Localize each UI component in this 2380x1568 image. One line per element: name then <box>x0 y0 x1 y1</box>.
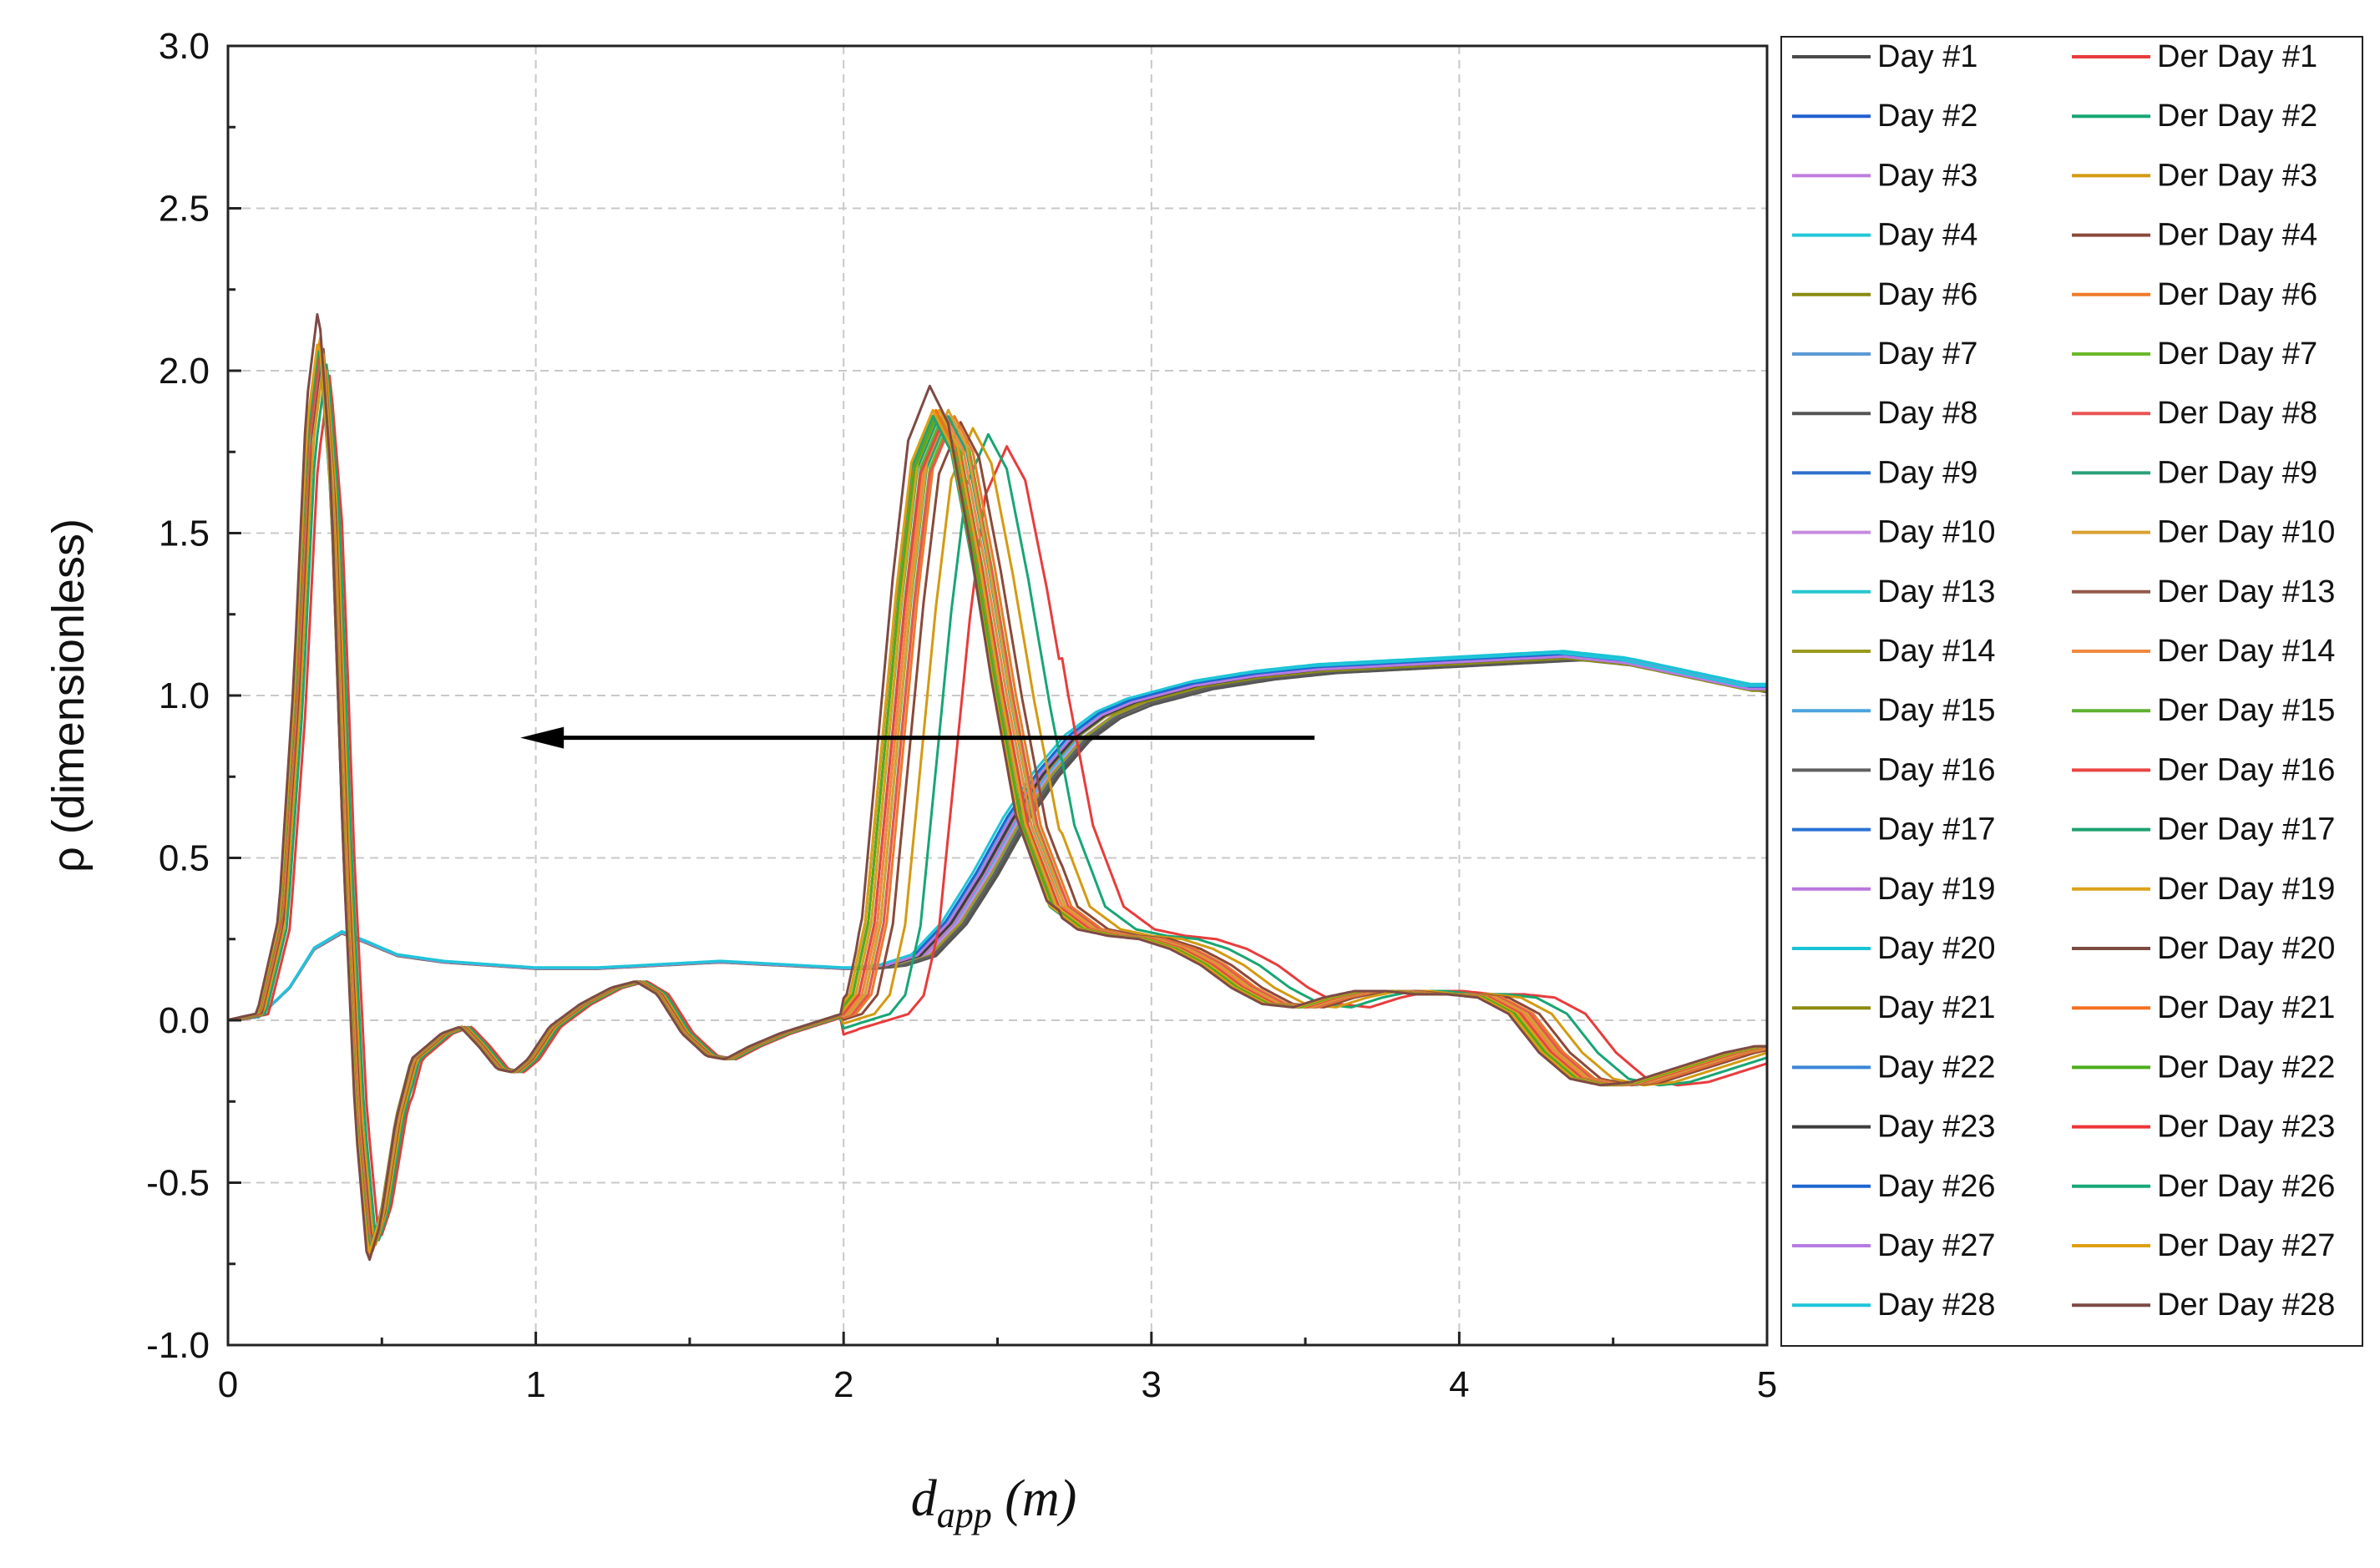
legend-label: Day #1 <box>1877 39 1977 74</box>
y-tick-label: 1.5 <box>159 513 210 554</box>
y-axis-title: ρ (dimensionless) <box>43 518 94 873</box>
y-tick-label: 2.0 <box>159 351 210 392</box>
x-tick-label: 4 <box>1449 1364 1469 1405</box>
x-tick-label: 5 <box>1757 1364 1777 1405</box>
legend-label: Day #20 <box>1877 931 1996 966</box>
legend-label: Day #22 <box>1877 1050 1996 1085</box>
grid-lines <box>228 46 1767 1345</box>
legend-label: Der Day #22 <box>2157 1050 2335 1085</box>
legend-label: Der Day #2 <box>2157 99 2317 134</box>
arrow-annotation <box>520 726 1315 749</box>
legend-label: Day #23 <box>1877 1110 1996 1145</box>
legend-label: Day #28 <box>1877 1287 1996 1323</box>
series-line <box>228 651 1767 1022</box>
x-tick-label: 0 <box>218 1364 238 1405</box>
legend-label: Der Day #19 <box>2157 872 2335 907</box>
legend-label: Day #15 <box>1877 693 1996 728</box>
legend-label: Day #27 <box>1877 1228 1996 1263</box>
y-tick-label: 2.5 <box>159 189 210 230</box>
series-line <box>228 313 1767 1262</box>
x-tick-label: 1 <box>525 1364 545 1405</box>
axes: 0 1 2 3 4 5 -1.0 -0.5 0.0 0.5 1.0 1.5 2.0 2.5 3.0 <box>146 26 1777 1405</box>
legend-label: Der Day #6 <box>2157 277 2317 312</box>
x-axis-title-unit: (m) <box>992 1470 1077 1527</box>
legend-label: Der Day #14 <box>2157 634 2335 669</box>
legend-label: Day #13 <box>1877 574 1996 609</box>
legend-label: Day #4 <box>1877 218 1977 253</box>
plot-series <box>228 313 1767 1262</box>
legend-label: Der Day #20 <box>2157 931 2335 966</box>
legend-label: Day #6 <box>1877 277 1977 312</box>
legend-label: Day #14 <box>1877 634 1996 669</box>
x-tick-label: 2 <box>833 1364 853 1405</box>
series-line <box>228 362 1767 1247</box>
arrow-head <box>520 726 565 749</box>
legend-label: Day #3 <box>1877 158 1977 193</box>
legend-label: Der Day #9 <box>2157 455 2317 490</box>
legend-label: Der Day #26 <box>2157 1169 2335 1204</box>
x-axis-title-main: d <box>911 1470 938 1527</box>
legend: Day #1 Day #2 Day #3 Day #4 Day #6 Day #7 Day … <box>1780 36 2363 1347</box>
y-tick-label: 3.0 <box>159 26 210 67</box>
legend-label: Day #8 <box>1877 396 1977 431</box>
legend-label: Der Day #23 <box>2157 1110 2335 1145</box>
legend-label: Der Day #1 <box>2157 39 2317 74</box>
legend-label: Day #10 <box>1877 515 1996 550</box>
legend-label: Day #9 <box>1877 455 1977 490</box>
legend-label: Der Day #13 <box>2157 574 2335 609</box>
y-tick-label: 1.0 <box>159 675 210 716</box>
series-line <box>228 363 1767 1242</box>
legend-label: Der Day #8 <box>2157 396 2317 431</box>
legend-label: Der Day #3 <box>2157 158 2317 193</box>
legend-label: Day #26 <box>1877 1169 1996 1204</box>
legend-label: Der Day #4 <box>2157 218 2317 253</box>
legend-label: Day #7 <box>1877 336 1977 372</box>
legend-label: Day #21 <box>1877 990 1996 1025</box>
x-axis-title: dapp (m) <box>911 1470 1077 1535</box>
x-tick-label: 3 <box>1142 1364 1162 1405</box>
legend-label: Der Day #7 <box>2157 336 2317 372</box>
y-tick-label: 0.0 <box>159 1000 210 1041</box>
legend-label: Day #19 <box>1877 872 1996 907</box>
legend-label: Day #16 <box>1877 752 1996 787</box>
y-tick-label: -1.0 <box>146 1325 210 1366</box>
legend-label: Der Day #10 <box>2157 515 2335 550</box>
legend-label: Der Day #28 <box>2157 1287 2335 1323</box>
legend-label: Day #17 <box>1877 812 1996 847</box>
y-tick-label: 0.5 <box>159 838 210 879</box>
legend-label: Day #2 <box>1877 99 1977 134</box>
y-tick-label: -0.5 <box>146 1163 210 1204</box>
legend-label: Der Day #21 <box>2157 990 2335 1025</box>
legend-label: Der Day #16 <box>2157 752 2335 787</box>
legend-label: Der Day #27 <box>2157 1228 2335 1263</box>
x-axis-title-subscript: app <box>937 1495 992 1535</box>
legend-label: Der Day #17 <box>2157 812 2335 847</box>
legend-label: Der Day #15 <box>2157 693 2335 728</box>
